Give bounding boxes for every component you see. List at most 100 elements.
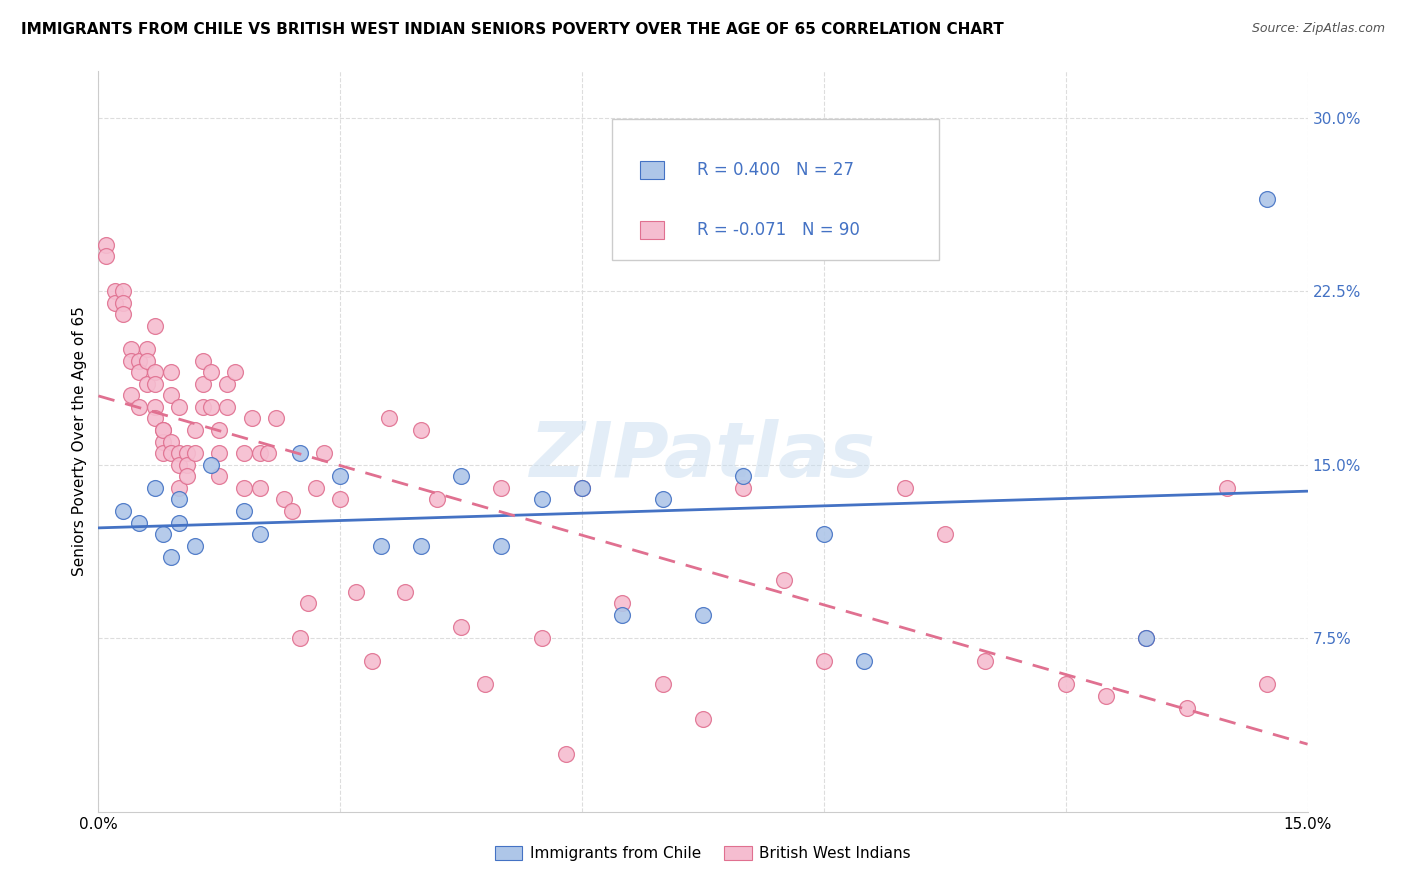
Point: [135, 353, 157, 368]
Point: [193, 353, 215, 368]
Point: [813, 654, 835, 668]
Legend: Immigrants from Chile, British West Indians: Immigrants from Chile, British West Indi…: [489, 839, 917, 867]
Text: ZIPatlas: ZIPatlas: [530, 419, 876, 493]
Point: [612, 608, 634, 623]
FancyBboxPatch shape: [613, 120, 939, 260]
Point: [217, 376, 239, 391]
Point: [1256, 192, 1278, 206]
Point: [176, 446, 198, 460]
Point: [571, 481, 593, 495]
Point: [152, 434, 174, 449]
Point: [167, 446, 190, 460]
Point: [249, 446, 271, 460]
Point: [361, 654, 384, 668]
Point: [224, 365, 246, 379]
Point: [103, 284, 125, 298]
Point: [128, 353, 150, 368]
Point: [651, 492, 673, 507]
Point: [167, 516, 190, 530]
Point: [111, 504, 134, 518]
Point: [120, 353, 142, 368]
Point: [1054, 677, 1077, 691]
Point: [143, 400, 166, 414]
Point: [370, 539, 392, 553]
Point: [200, 458, 222, 472]
Point: [184, 539, 207, 553]
Point: [208, 469, 231, 483]
Point: [249, 527, 271, 541]
Text: IMMIGRANTS FROM CHILE VS BRITISH WEST INDIAN SENIORS POVERTY OVER THE AGE OF 65 : IMMIGRANTS FROM CHILE VS BRITISH WEST IN…: [21, 22, 1004, 37]
Point: [853, 654, 876, 668]
Point: [530, 492, 553, 507]
Point: [813, 527, 835, 541]
Point: [208, 423, 231, 437]
Point: [426, 492, 449, 507]
Point: [692, 608, 714, 623]
Point: [249, 481, 271, 495]
Point: [111, 284, 134, 298]
Point: [394, 585, 416, 599]
Point: [530, 631, 553, 645]
Point: [96, 238, 118, 252]
Point: [152, 423, 174, 437]
Point: [450, 619, 472, 633]
Point: [344, 585, 367, 599]
Point: [176, 469, 198, 483]
Point: [152, 446, 174, 460]
FancyBboxPatch shape: [640, 161, 664, 179]
Point: [733, 469, 755, 483]
Point: [143, 411, 166, 425]
Point: [193, 400, 215, 414]
Point: [111, 295, 134, 310]
Point: [974, 654, 997, 668]
Point: [329, 469, 352, 483]
Point: [208, 446, 231, 460]
Point: [409, 423, 432, 437]
Point: [1135, 631, 1157, 645]
Point: [273, 492, 295, 507]
Point: [555, 747, 578, 761]
Point: [281, 504, 304, 518]
Point: [184, 446, 207, 460]
Point: [1135, 631, 1157, 645]
Point: [128, 516, 150, 530]
Point: [305, 481, 328, 495]
Point: [377, 411, 399, 425]
Point: [256, 446, 278, 460]
Point: [1175, 700, 1198, 714]
Point: [1216, 481, 1239, 495]
Point: [167, 458, 190, 472]
Point: [491, 481, 513, 495]
Point: [135, 376, 157, 391]
Point: [314, 446, 336, 460]
Point: [128, 400, 150, 414]
Text: R = -0.071   N = 90: R = -0.071 N = 90: [697, 221, 860, 239]
Point: [160, 550, 183, 565]
FancyBboxPatch shape: [640, 220, 664, 239]
Point: [143, 481, 166, 495]
Point: [232, 504, 254, 518]
Point: [160, 388, 183, 402]
Point: [264, 411, 287, 425]
Point: [160, 446, 183, 460]
Point: [240, 411, 263, 425]
Point: [167, 492, 190, 507]
Text: Source: ZipAtlas.com: Source: ZipAtlas.com: [1251, 22, 1385, 36]
Point: [200, 365, 222, 379]
Point: [733, 481, 755, 495]
Point: [772, 574, 794, 588]
Point: [176, 458, 198, 472]
Point: [128, 365, 150, 379]
Point: [651, 677, 673, 691]
Text: R = 0.400   N = 27: R = 0.400 N = 27: [697, 161, 853, 178]
Point: [167, 400, 190, 414]
Point: [184, 423, 207, 437]
Point: [474, 677, 496, 691]
Point: [612, 597, 634, 611]
Point: [571, 481, 593, 495]
Point: [160, 365, 183, 379]
Point: [143, 365, 166, 379]
Point: [193, 376, 215, 391]
Point: [329, 492, 352, 507]
Point: [200, 400, 222, 414]
